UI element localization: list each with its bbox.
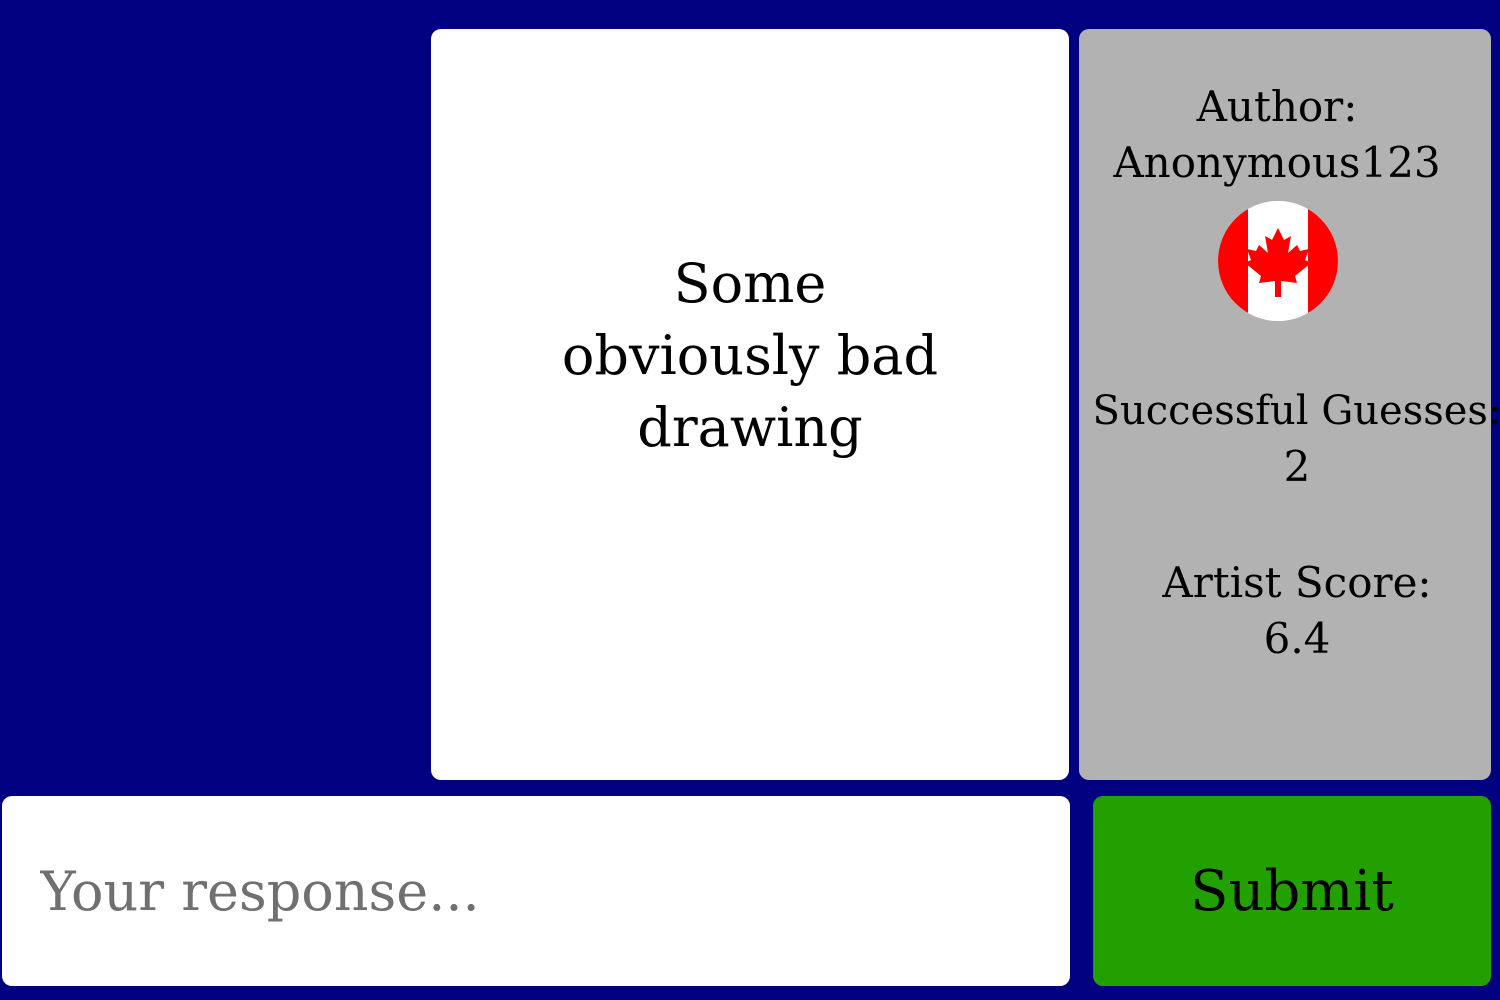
artist-score-label: Artist Score: bbox=[1162, 558, 1432, 607]
author-info-panel: Author: Anonymous123 Successful Guesses:… bbox=[1079, 29, 1500, 780]
response-input[interactable] bbox=[2, 796, 1070, 986]
submit-button[interactable]: Submit bbox=[1093, 796, 1491, 986]
author-name: Anonymous123 bbox=[1113, 138, 1441, 187]
successful-guesses-label: Successful Guesses: bbox=[1092, 388, 1500, 434]
canada-flag-icon bbox=[1218, 201, 1338, 321]
drawing-canvas: Some obviously bad drawing bbox=[431, 29, 1069, 780]
author-label: Author: bbox=[1196, 82, 1358, 131]
successful-guesses-value: 2 bbox=[1283, 442, 1311, 491]
drawing-caption: Some obviously bad drawing bbox=[561, 251, 939, 459]
artist-score-value: 6.4 bbox=[1263, 614, 1331, 663]
